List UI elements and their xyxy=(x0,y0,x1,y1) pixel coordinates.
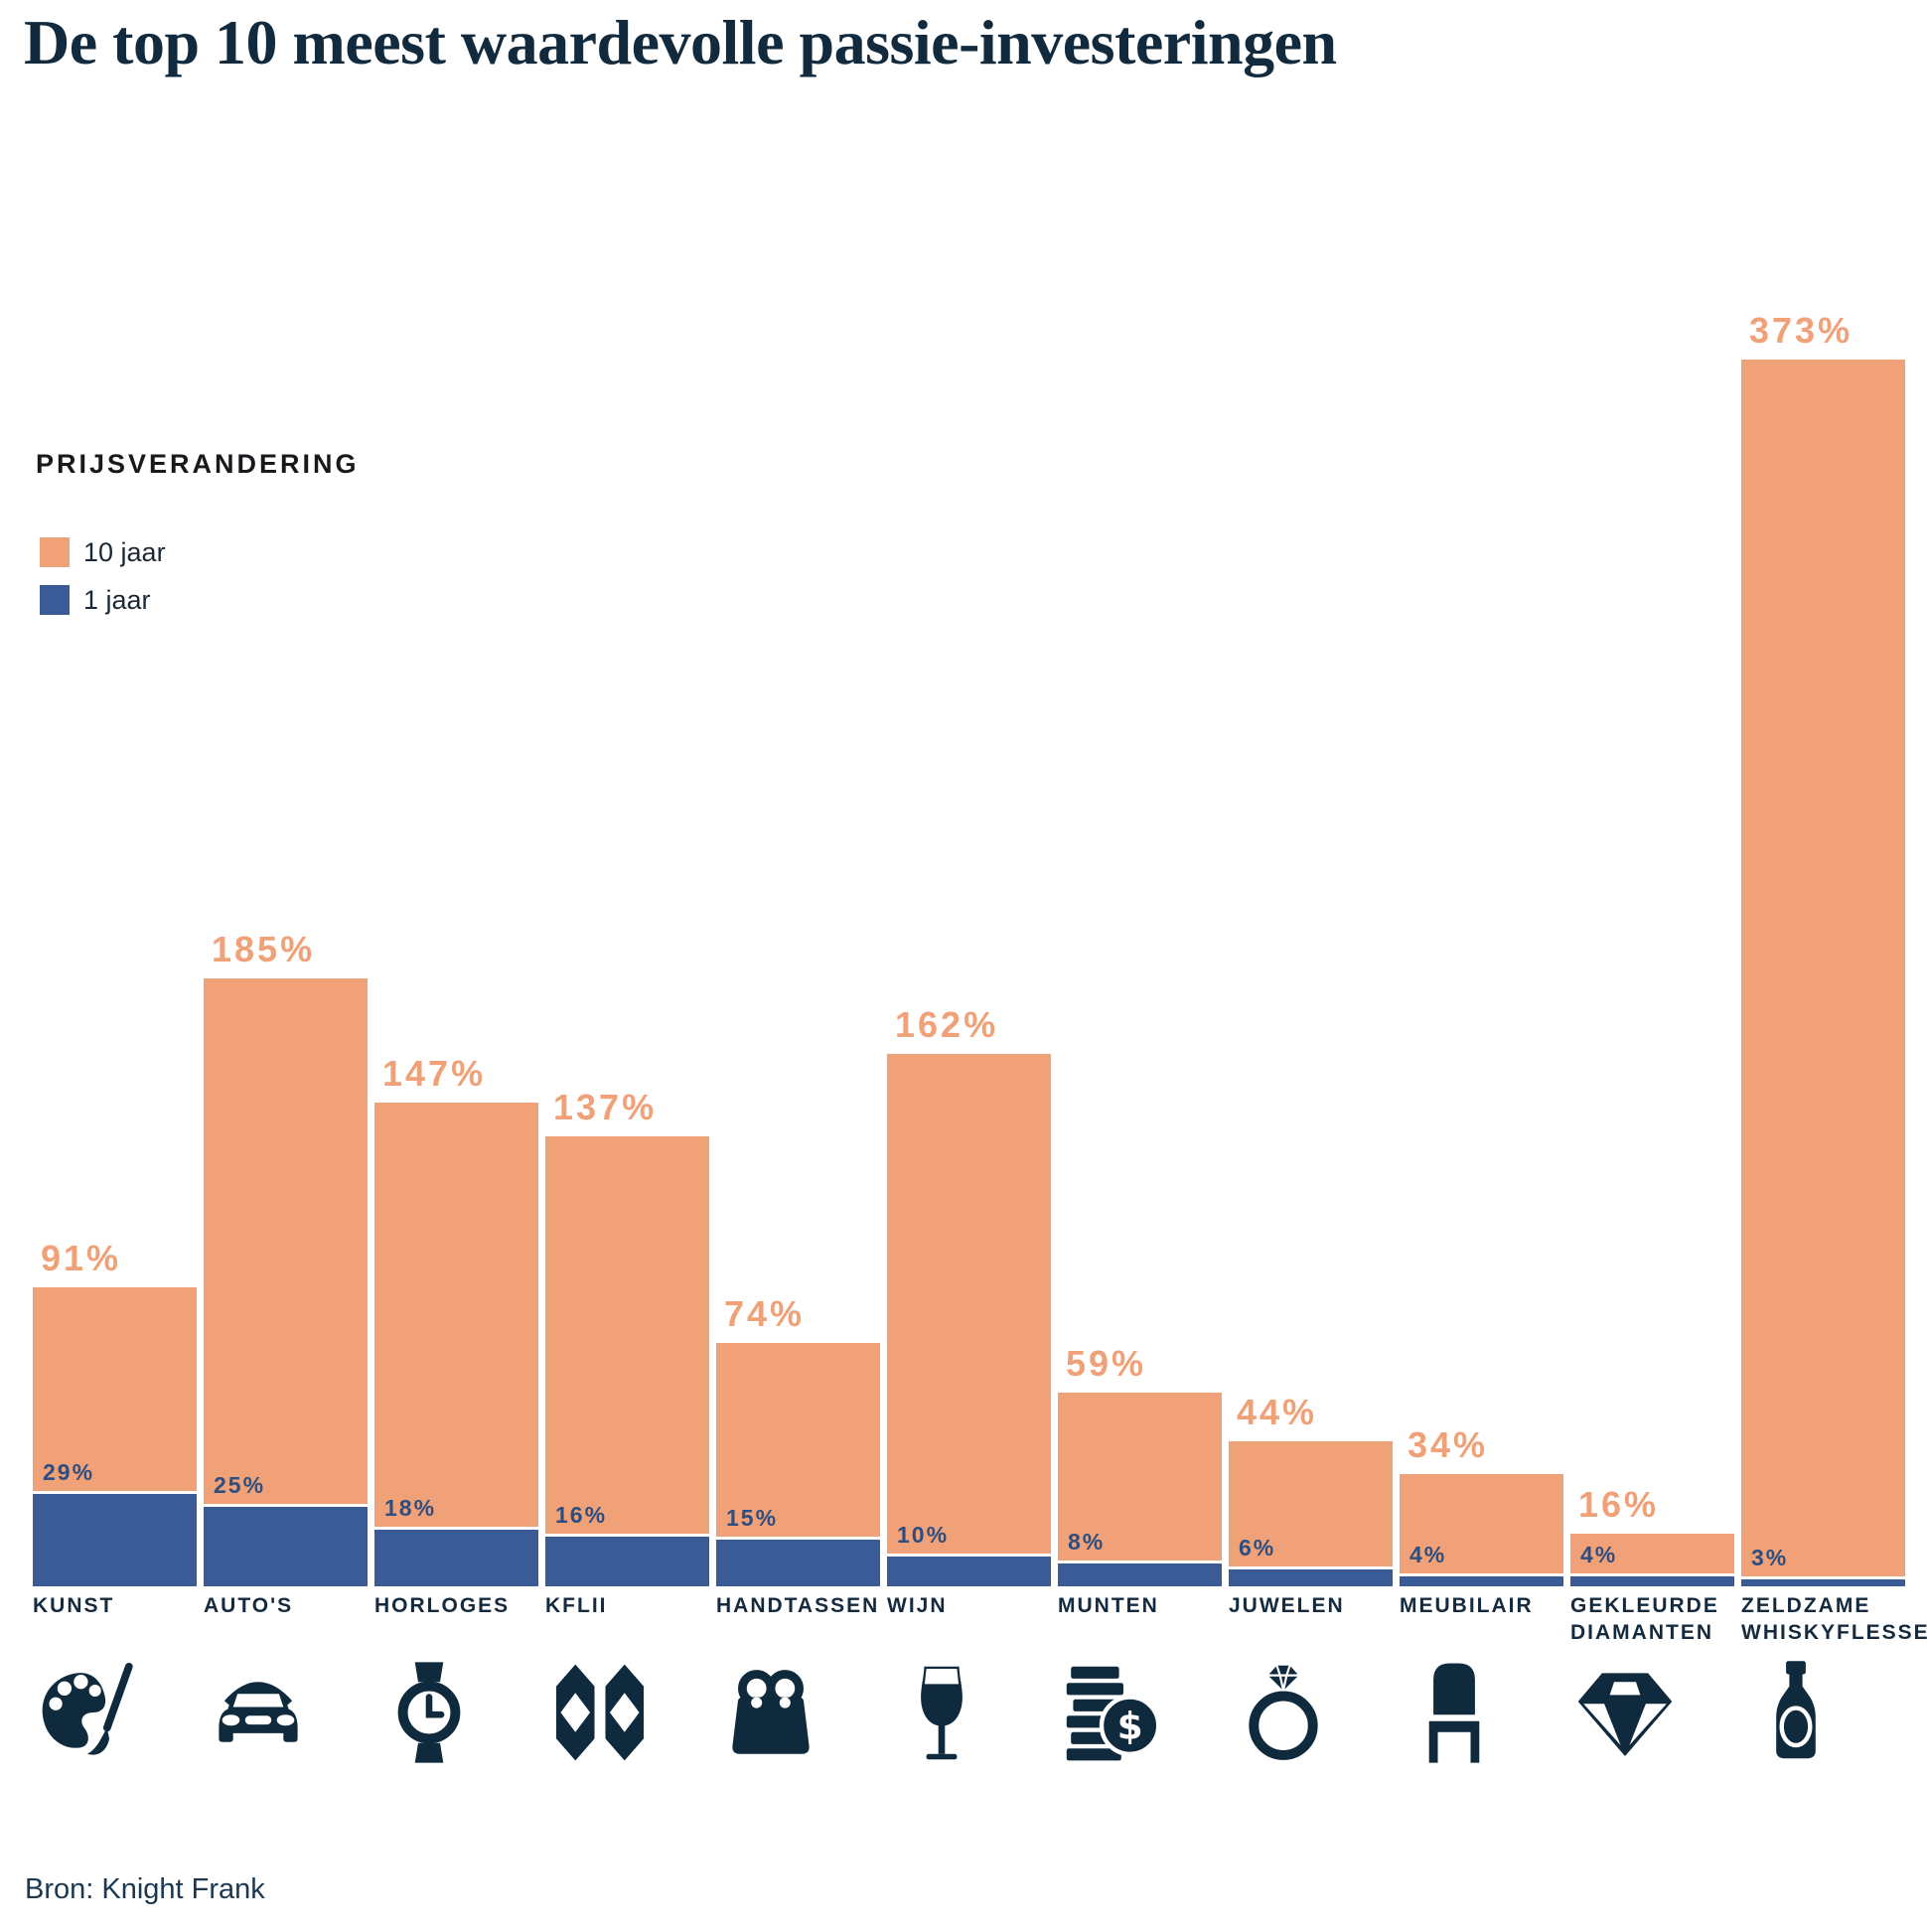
bar-1jaar-kflii xyxy=(545,1534,709,1586)
value-label-10jaar-handtassen: 74% xyxy=(724,1293,806,1334)
category-label-munten: MUNTEN xyxy=(1058,1594,1159,1617)
car-icon xyxy=(204,1657,313,1768)
bar-1jaar-juwelen xyxy=(1229,1566,1393,1586)
bar-1jaar-zeldzame-whiskyflessen xyxy=(1741,1576,1905,1586)
category-label-juwelen: JUWELEN xyxy=(1229,1594,1345,1617)
wristwatch-icon xyxy=(374,1657,484,1768)
whisky-bottle-icon xyxy=(1741,1657,1851,1768)
bar-10jaar-juwelen xyxy=(1229,1441,1393,1586)
bar-10jaar-zeldzame-whiskyflessen xyxy=(1741,360,1905,1586)
value-label-10jaar-auto-s: 185% xyxy=(212,929,316,969)
chair-icon xyxy=(1400,1657,1509,1768)
source-credit: Bron: Knight Frank xyxy=(25,1873,265,1905)
category-label-kflii: KFLII xyxy=(545,1594,608,1617)
value-label-10jaar-horloges: 147% xyxy=(382,1053,487,1094)
legend-title: PRIJSVERANDERING xyxy=(36,449,360,479)
category-label-kunst: KUNST xyxy=(33,1594,115,1617)
value-label-10jaar-meubilair: 34% xyxy=(1408,1424,1489,1465)
value-label-10jaar-wijn: 162% xyxy=(895,1004,999,1045)
diamond-icon xyxy=(1570,1657,1680,1768)
legend-item-1-jaar: 1 jaar xyxy=(40,585,151,615)
svg-text:$: $ xyxy=(1117,1704,1143,1747)
category-label-horloges: HORLOGES xyxy=(374,1594,511,1617)
bar-1jaar-meubilair xyxy=(1400,1573,1563,1586)
legend-swatch-1-jaar-icon xyxy=(40,585,70,615)
kf-index-pattern-icon xyxy=(545,1657,655,1768)
palette-icon xyxy=(33,1657,142,1768)
category-label-meubilair: MEUBILAIR xyxy=(1400,1594,1534,1617)
bar-10jaar-kflii xyxy=(545,1136,709,1586)
category-label-handtassen: HANDTASSEN xyxy=(716,1594,880,1617)
value-label-10jaar-kflii: 137% xyxy=(553,1087,658,1127)
value-label-1jaar-handtassen: 15% xyxy=(726,1505,779,1531)
wine-glass-icon xyxy=(887,1657,996,1768)
value-label-1jaar-meubilair: 4% xyxy=(1409,1542,1447,1567)
bar-10jaar-wijn xyxy=(887,1054,1051,1586)
bar-1jaar-wijn xyxy=(887,1554,1051,1586)
category-label-auto-s: AUTO'S xyxy=(204,1594,294,1617)
bar-10jaar-auto-s xyxy=(204,978,368,1586)
legend-swatch-10-jaar-icon xyxy=(40,537,70,567)
page-title: De top 10 meest waardevolle passie-inves… xyxy=(24,7,1337,77)
handbag-icon xyxy=(716,1657,825,1768)
value-label-10jaar-gekleurde-diamanten: 16% xyxy=(1578,1484,1660,1525)
value-label-1jaar-zeldzame-whiskyflessen: 3% xyxy=(1751,1545,1789,1570)
value-label-1jaar-wijn: 10% xyxy=(897,1522,950,1548)
legend-label-1-jaar: 1 jaar xyxy=(83,585,151,615)
value-label-10jaar-kunst: 91% xyxy=(41,1238,122,1278)
legend-item-10-jaar: 10 jaar xyxy=(40,537,166,567)
value-label-1jaar-auto-s: 25% xyxy=(214,1472,266,1498)
value-label-1jaar-munten: 8% xyxy=(1068,1529,1106,1555)
value-label-1jaar-horloges: 18% xyxy=(384,1495,437,1521)
value-label-1jaar-kflii: 16% xyxy=(555,1502,608,1528)
bar-1jaar-munten xyxy=(1058,1560,1222,1586)
legend-label-10-jaar: 10 jaar xyxy=(83,537,166,567)
value-label-10jaar-munten: 59% xyxy=(1066,1343,1147,1384)
category-label-gekleurde-diamanten: GEKLEURDE DIAMANTEN xyxy=(1570,1594,1719,1644)
bar-1jaar-horloges xyxy=(374,1527,538,1586)
bar-10jaar-munten xyxy=(1058,1393,1222,1586)
value-label-1jaar-kunst: 29% xyxy=(43,1459,95,1485)
bar-1jaar-auto-s xyxy=(204,1504,368,1586)
value-label-10jaar-juwelen: 44% xyxy=(1237,1392,1318,1432)
value-label-1jaar-juwelen: 6% xyxy=(1239,1535,1276,1560)
category-label-wijn: WIJN xyxy=(887,1594,948,1617)
coins-dollar-icon: $ xyxy=(1058,1657,1167,1768)
bar-10jaar-meubilair xyxy=(1400,1474,1563,1586)
bar-1jaar-kunst xyxy=(33,1491,197,1586)
bar-1jaar-handtassen xyxy=(716,1537,880,1586)
diamond-ring-icon xyxy=(1229,1657,1338,1768)
value-label-10jaar-zeldzame-whiskyflessen: 373% xyxy=(1749,310,1853,351)
value-label-1jaar-gekleurde-diamanten: 4% xyxy=(1580,1542,1618,1567)
bar-1jaar-gekleurde-diamanten xyxy=(1570,1573,1734,1586)
bar-10jaar-horloges xyxy=(374,1103,538,1586)
category-label-zeldzame-whiskyflessen: ZELDZAME WHISKYFLESSEN xyxy=(1741,1594,1927,1644)
